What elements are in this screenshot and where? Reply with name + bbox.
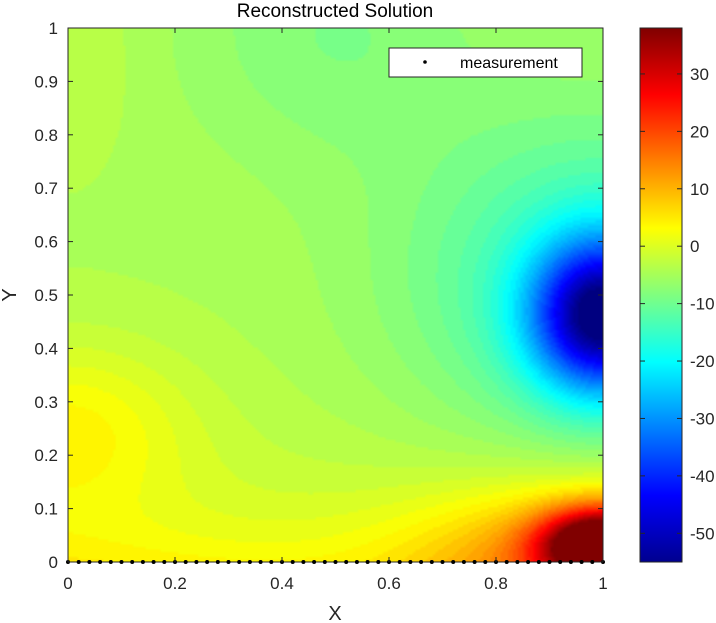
measurement-point — [290, 560, 295, 564]
legend-label: measurement — [460, 55, 558, 72]
y-tick-label: 0.3 — [34, 393, 58, 412]
plot-area — [67, 27, 604, 563]
y-tick-label: 0.2 — [34, 446, 58, 465]
y-tick-label: 0.8 — [34, 126, 58, 145]
measurement-point — [301, 560, 306, 564]
measurement-point — [87, 560, 92, 564]
measurement-point — [130, 560, 135, 564]
measurement-point — [429, 560, 434, 564]
x-tick-label: 0.8 — [484, 574, 508, 593]
measurement-point — [322, 560, 327, 564]
measurement-point — [397, 560, 402, 564]
colorbar-frame — [639, 27, 683, 563]
y-tick-label: 0.4 — [34, 339, 58, 358]
colorbar-tick-label: -40 — [690, 467, 715, 486]
measurement-point — [590, 560, 595, 564]
y-tick-label: 0.9 — [34, 72, 58, 91]
y-axis-ticks: 0 0.1 0.2 0.3 0.4 0.5 0.6 0.7 0.8 0.9 1 — [34, 19, 603, 572]
colorbar-tick-label: 20 — [690, 122, 709, 141]
measurement-point — [579, 560, 584, 564]
y-axis-label: Y — [0, 288, 21, 301]
colorbar-tick-label: -30 — [690, 409, 715, 428]
measurement-point — [108, 560, 113, 564]
colorbar-tick-label: -10 — [690, 295, 715, 314]
measurement-point — [354, 560, 359, 564]
y-tick-label: 0.6 — [34, 233, 58, 252]
legend-box — [388, 47, 583, 78]
measurement-point — [547, 560, 552, 564]
measurement-point — [258, 560, 263, 564]
colorbar: 30 20 10 0 -10 -20 -30 -40 -50 — [639, 27, 715, 563]
legend-marker — [423, 60, 427, 64]
x-tick-label: 0 — [63, 574, 72, 593]
measurement-point — [226, 560, 231, 564]
measurement-point — [151, 560, 156, 564]
measurement-point — [205, 560, 210, 564]
measurement-point — [194, 560, 199, 564]
measurement-point — [269, 560, 274, 564]
colorbar-tick-label: 10 — [690, 180, 709, 199]
legend: measurement — [388, 47, 583, 78]
measurement-point — [312, 560, 317, 564]
measurement-point — [419, 560, 424, 564]
measurement-point — [440, 560, 445, 564]
measurement-point — [568, 560, 573, 564]
x-tick-label: 0.6 — [377, 574, 401, 593]
measurement-point — [526, 560, 531, 564]
measurement-point — [376, 560, 381, 564]
measurement-point — [461, 560, 466, 564]
measurement-dots — [66, 560, 605, 564]
y-tick-label: 0.1 — [34, 500, 58, 519]
y-tick-label: 1 — [49, 19, 58, 38]
measurement-point — [215, 560, 220, 564]
measurement-point — [483, 560, 488, 564]
measurement-point — [504, 560, 509, 564]
measurement-point — [183, 560, 188, 564]
y-tick-label: 0 — [49, 553, 58, 572]
colorbar-tick-label: 30 — [690, 65, 709, 84]
measurement-point — [451, 560, 456, 564]
x-axis-label: X — [328, 603, 341, 623]
measurement-point — [162, 560, 167, 564]
measurement-point — [237, 560, 242, 564]
measurement-point — [536, 560, 541, 564]
measurement-point — [98, 560, 103, 564]
heatmap-field — [68, 28, 603, 562]
measurement-point — [408, 560, 413, 564]
measurement-point — [247, 560, 252, 564]
measurement-point — [333, 560, 338, 564]
colorbar-tick-label: 0 — [690, 237, 699, 256]
y-tick-label: 0.5 — [34, 286, 58, 305]
colorbar-ticks: 30 20 10 0 -10 -20 -30 -40 -50 — [640, 65, 715, 543]
x-tick-label: 1 — [598, 574, 607, 593]
measurement-point — [558, 560, 563, 564]
measurement-point — [344, 560, 349, 564]
colorbar-tick-label: -50 — [690, 524, 715, 543]
measurement-point — [472, 560, 477, 564]
colorbar-gradient — [640, 28, 682, 562]
x-tick-label: 0.2 — [163, 574, 187, 593]
x-axis-ticks: 0 0.2 0.4 0.6 0.8 1 — [63, 28, 608, 593]
y-tick-label: 0.7 — [34, 179, 58, 198]
measurement-point — [365, 560, 370, 564]
x-tick-label: 0.4 — [270, 574, 294, 593]
measurement-point — [515, 560, 520, 564]
measurement-point — [76, 560, 81, 564]
measurement-point — [140, 560, 145, 564]
measurement-point — [119, 560, 124, 564]
colorbar-tick-label: -20 — [690, 352, 715, 371]
chart-title: Reconstructed Solution — [237, 1, 433, 22]
